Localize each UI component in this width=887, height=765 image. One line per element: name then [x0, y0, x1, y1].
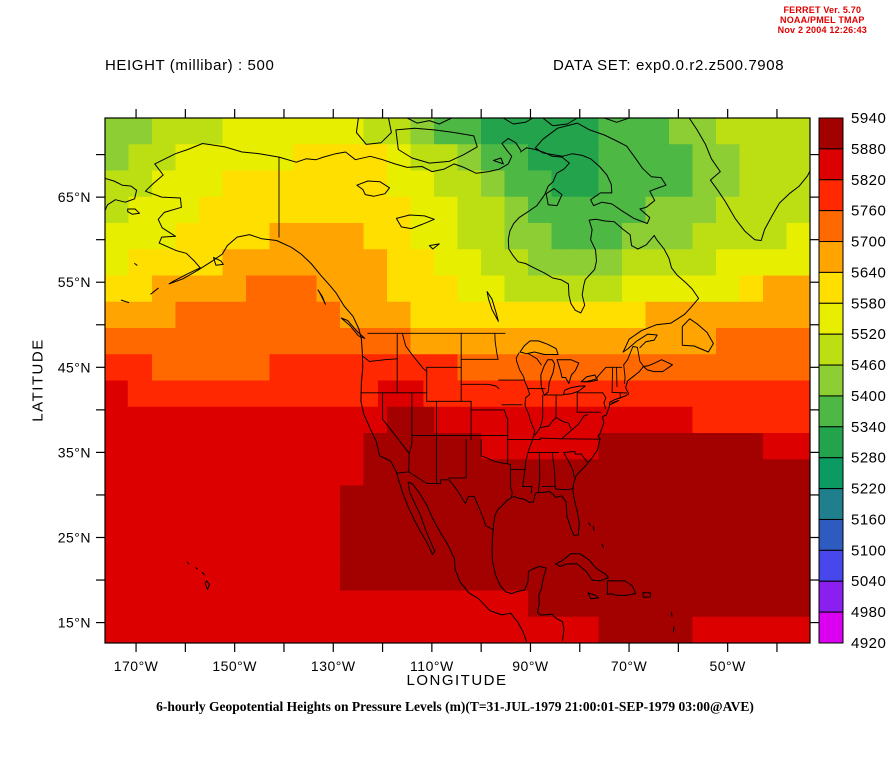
dataset-title: DATA SET: exp0.0.r2.z500.7908 — [553, 57, 785, 74]
ferret-version: FERRET Ver. 5.70 — [783, 5, 862, 15]
plot-frame — [104, 117, 811, 644]
svg-text:5700: 5700 — [851, 234, 886, 251]
svg-text:55°N: 55°N — [58, 274, 91, 290]
svg-text:5520: 5520 — [851, 326, 886, 343]
svg-text:4980: 4980 — [851, 604, 886, 621]
ferret-timestamp: Nov 2 2004 12:26:43 — [777, 25, 867, 35]
svg-text:5880: 5880 — [851, 141, 886, 158]
svg-text:110°W: 110°W — [410, 658, 454, 674]
ferret-agency: NOAA/PMEL TMAP — [780, 15, 865, 25]
svg-text:5100: 5100 — [851, 542, 886, 559]
x-axis-title: LONGITUDE — [406, 672, 508, 689]
svg-text:5160: 5160 — [851, 511, 886, 528]
svg-text:150°W: 150°W — [212, 658, 257, 674]
svg-text:5940: 5940 — [851, 110, 886, 127]
x-tick-labels: 170°W 150°W 130°W 110°W 90°W 70°W 50°W — [114, 658, 746, 674]
coastlines — [105, 118, 810, 642]
svg-text:5580: 5580 — [851, 295, 886, 312]
svg-text:5220: 5220 — [851, 481, 886, 498]
svg-text:15°N: 15°N — [58, 615, 91, 631]
svg-text:5400: 5400 — [851, 388, 886, 405]
svg-text:45°N: 45°N — [58, 359, 91, 375]
political-borders — [278, 157, 644, 531]
svg-text:5040: 5040 — [851, 573, 886, 590]
svg-text:5460: 5460 — [851, 357, 886, 374]
svg-text:5340: 5340 — [851, 419, 886, 436]
colorbar-labels: 5940 5880 5820 5760 5700 5640 5580 5520 5460 5400… — [851, 110, 886, 652]
svg-text:5760: 5760 — [851, 203, 886, 220]
variable-title: HEIGHT (millibar) : 500 — [105, 57, 275, 74]
svg-text:5820: 5820 — [851, 172, 886, 189]
svg-text:65°N: 65°N — [58, 189, 91, 205]
svg-text:50°W: 50°W — [709, 658, 746, 674]
svg-text:130°W: 130°W — [311, 658, 356, 674]
svg-text:90°W: 90°W — [512, 658, 549, 674]
height-field-grid — [105, 118, 810, 643]
svg-text:5280: 5280 — [851, 450, 886, 467]
svg-text:25°N: 25°N — [58, 529, 91, 545]
svg-text:70°W: 70°W — [611, 658, 648, 674]
figure-caption: 6-hourly Geopotential Heights on Pressur… — [156, 699, 754, 714]
axis-ticks — [96, 109, 819, 652]
svg-text:35°N: 35°N — [58, 444, 91, 460]
svg-text:5640: 5640 — [851, 264, 886, 281]
y-axis-title: LATITUDE — [29, 338, 47, 422]
ferret-credit: FERRET Ver. 5.70 NOAA/PMEL TMAP Nov 2 20… — [778, 5, 867, 35]
colorbar — [818, 117, 844, 644]
y-tick-labels: 65°N 55°N 45°N 35°N 25°N 15°N — [58, 189, 91, 630]
svg-text:4920: 4920 — [851, 635, 886, 652]
svg-text:170°W: 170°W — [114, 658, 159, 674]
